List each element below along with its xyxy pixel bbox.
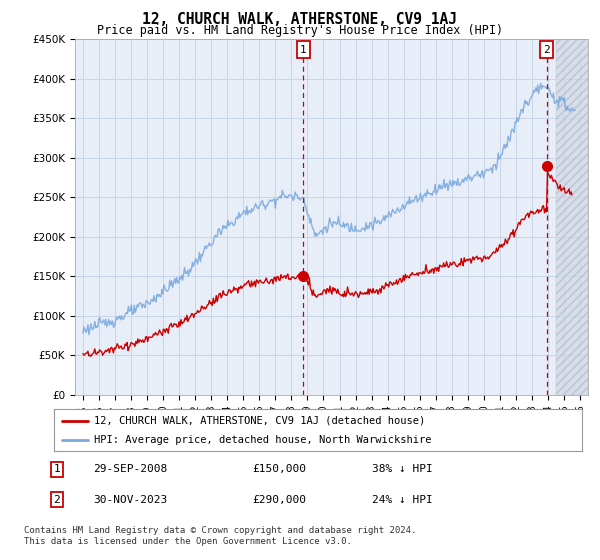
Text: £150,000: £150,000 [252, 464, 306, 474]
Text: £290,000: £290,000 [252, 494, 306, 505]
Text: Contains HM Land Registry data © Crown copyright and database right 2024.
This d: Contains HM Land Registry data © Crown c… [24, 526, 416, 546]
Text: 2: 2 [53, 494, 61, 505]
Text: 12, CHURCH WALK, ATHERSTONE, CV9 1AJ: 12, CHURCH WALK, ATHERSTONE, CV9 1AJ [143, 12, 458, 27]
Text: 2: 2 [543, 45, 550, 54]
Text: 12, CHURCH WALK, ATHERSTONE, CV9 1AJ (detached house): 12, CHURCH WALK, ATHERSTONE, CV9 1AJ (de… [94, 416, 425, 426]
Text: Price paid vs. HM Land Registry's House Price Index (HPI): Price paid vs. HM Land Registry's House … [97, 24, 503, 37]
Text: 1: 1 [53, 464, 61, 474]
Text: 38% ↓ HPI: 38% ↓ HPI [372, 464, 433, 474]
Text: HPI: Average price, detached house, North Warwickshire: HPI: Average price, detached house, Nort… [94, 435, 431, 445]
Text: 1: 1 [300, 45, 307, 54]
Text: 30-NOV-2023: 30-NOV-2023 [93, 494, 167, 505]
Text: 24% ↓ HPI: 24% ↓ HPI [372, 494, 433, 505]
Text: 29-SEP-2008: 29-SEP-2008 [93, 464, 167, 474]
